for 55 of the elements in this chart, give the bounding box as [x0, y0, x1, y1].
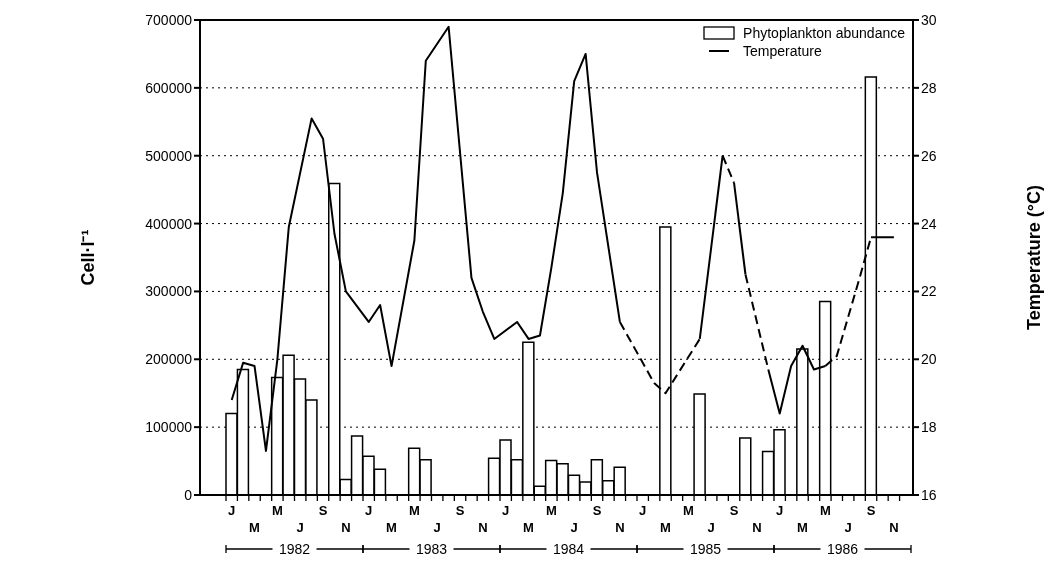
y2-tick-label: 20	[921, 351, 937, 368]
y2-tick-label: 24	[921, 215, 937, 232]
x-tick-label: J	[844, 520, 852, 535]
x-tick-label: N	[889, 520, 899, 535]
x-tick-label: M	[819, 503, 831, 518]
legend-label: Temperature	[743, 42, 822, 60]
y2-tick-label: 18	[921, 419, 937, 436]
x-tick-label: M	[408, 503, 420, 518]
y-tick-label: 300000	[145, 283, 193, 300]
x-tick-label: N	[752, 520, 762, 535]
x-tick-label: J	[776, 503, 784, 518]
x-tick-label: M	[682, 503, 694, 518]
text: 1984	[552, 541, 585, 557]
legend-label: Phytoplankton abundance	[743, 24, 905, 42]
text: 1982	[278, 541, 311, 557]
x-tick-label: M	[271, 503, 283, 518]
x-tick-label: J	[502, 503, 510, 518]
x-tick-label: S	[866, 503, 876, 518]
x-tick-label: M	[545, 503, 557, 518]
y-tick-label: 400000	[145, 215, 193, 232]
y-tick-label: 100000	[145, 419, 193, 436]
text: 1985	[689, 541, 722, 557]
y-tick-label: 700000	[145, 11, 193, 28]
y-axis-title: Cell·l⁻¹	[78, 229, 99, 286]
x-tick-label: J	[365, 503, 373, 518]
x-tick-label: M	[523, 520, 534, 535]
y-tick-label: 0	[184, 486, 193, 503]
x-tick-label: J	[228, 503, 236, 518]
text: 1983	[415, 541, 448, 557]
x-tick-label: S	[455, 503, 465, 518]
x-tick-label: N	[341, 520, 351, 535]
x-tick-label: M	[660, 520, 671, 535]
y2-tick-label: 30	[921, 11, 937, 28]
x-tick-label: J	[570, 520, 578, 535]
y-tick-label: 200000	[145, 351, 193, 368]
x-tick-label: S	[318, 503, 328, 518]
y2-tick-label: 22	[921, 283, 937, 300]
x-tick-label: J	[296, 520, 304, 535]
y2-tick-label: 28	[921, 79, 937, 96]
x-tick-label: N	[615, 520, 625, 535]
x-tick-label: J	[433, 520, 441, 535]
text: 1986	[826, 541, 859, 557]
y2-tick-label: 16	[921, 486, 937, 503]
x-tick-label: M	[797, 520, 808, 535]
x-tick-label: S	[592, 503, 602, 518]
x-tick-label: S	[729, 503, 739, 518]
x-tick-label: M	[386, 520, 397, 535]
x-tick-label: M	[249, 520, 260, 535]
y-tick-label: 600000	[145, 79, 193, 96]
y2-axis-title: Temperature (°C)	[1024, 185, 1045, 330]
x-tick-label: J	[707, 520, 715, 535]
y2-tick-label: 26	[921, 147, 937, 164]
x-tick-label: N	[478, 520, 488, 535]
x-tick-label: J	[639, 503, 647, 518]
y-tick-label: 500000	[145, 147, 193, 164]
